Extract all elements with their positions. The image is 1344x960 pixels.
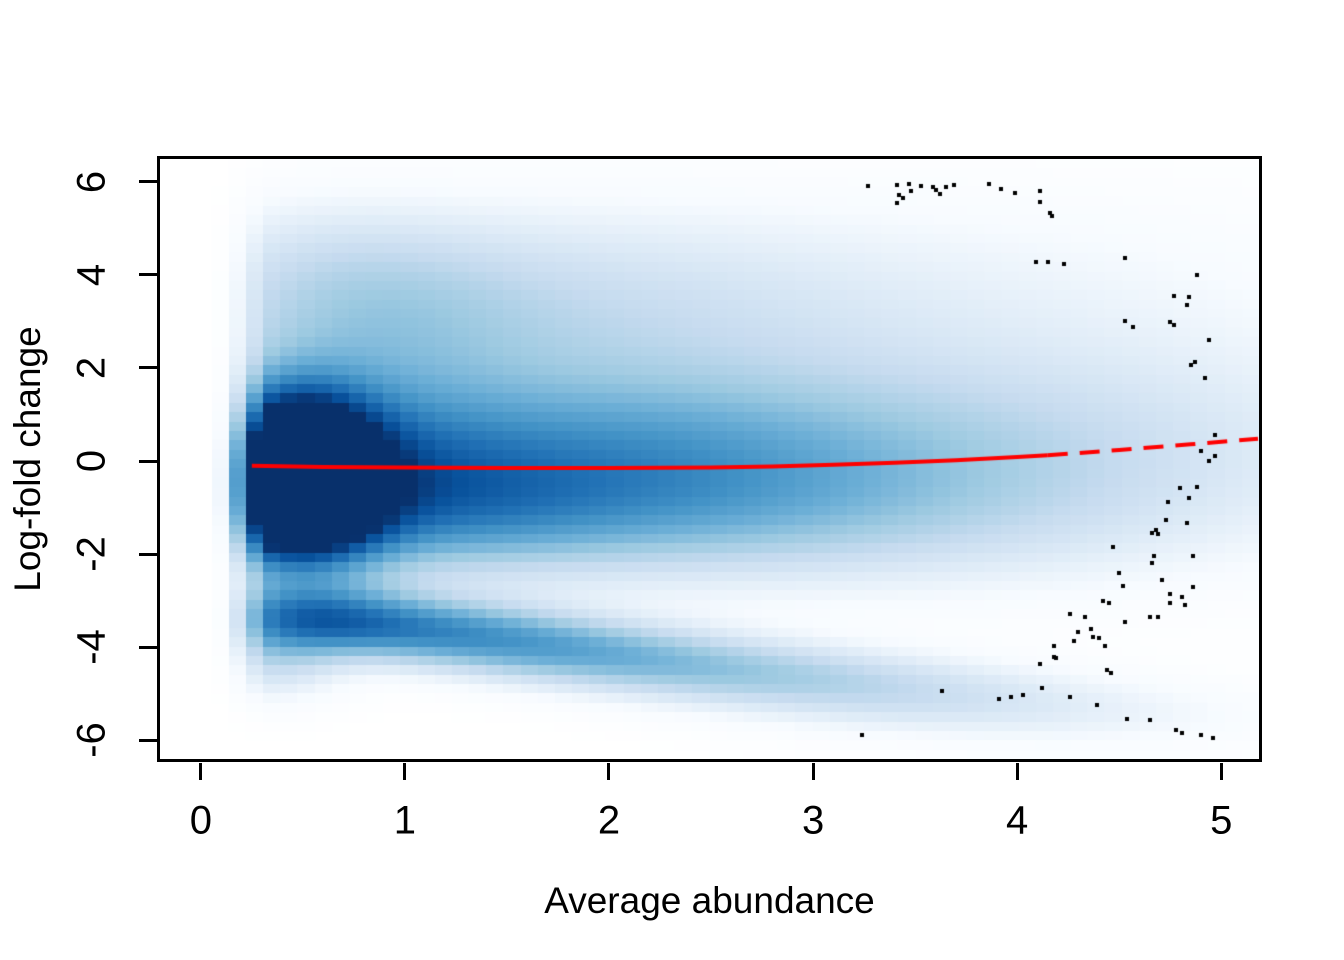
plot-area bbox=[157, 156, 1262, 762]
x-tick-label: 4 bbox=[1006, 798, 1029, 843]
y-tick-mark bbox=[139, 459, 157, 463]
x-tick-mark bbox=[1219, 763, 1223, 780]
y-tick-label: -2 bbox=[69, 536, 114, 572]
x-tick-mark bbox=[811, 763, 815, 780]
y-tick-mark bbox=[139, 645, 157, 649]
x-tick-label: 2 bbox=[597, 798, 621, 843]
x-tick-label: 1 bbox=[393, 798, 417, 843]
x-tick-mark bbox=[403, 763, 407, 780]
density-canvas bbox=[160, 159, 1259, 759]
x-axis-title: Average abundance bbox=[544, 880, 875, 921]
x-tick-mark bbox=[199, 763, 203, 780]
x-tick-mark bbox=[1015, 763, 1019, 780]
y-tick-mark bbox=[139, 738, 157, 742]
y-tick-mark bbox=[139, 180, 157, 184]
y-tick-label: -6 bbox=[69, 722, 114, 759]
x-tick-label: 0 bbox=[189, 798, 212, 843]
y-tick-mark bbox=[139, 552, 157, 556]
x-tick-label: 3 bbox=[801, 798, 825, 843]
y-tick-label: 2 bbox=[69, 356, 114, 380]
y-tick-label: 6 bbox=[69, 170, 114, 193]
x-tick-label: 5 bbox=[1210, 798, 1233, 843]
y-tick-mark bbox=[139, 366, 157, 370]
y-tick-label: 4 bbox=[69, 263, 114, 287]
y-axis-title: Log-fold change bbox=[7, 326, 48, 592]
y-tick-label: 0 bbox=[69, 449, 114, 473]
y-tick-label: -4 bbox=[69, 629, 114, 666]
y-tick-mark bbox=[139, 273, 157, 277]
x-tick-mark bbox=[607, 763, 611, 780]
